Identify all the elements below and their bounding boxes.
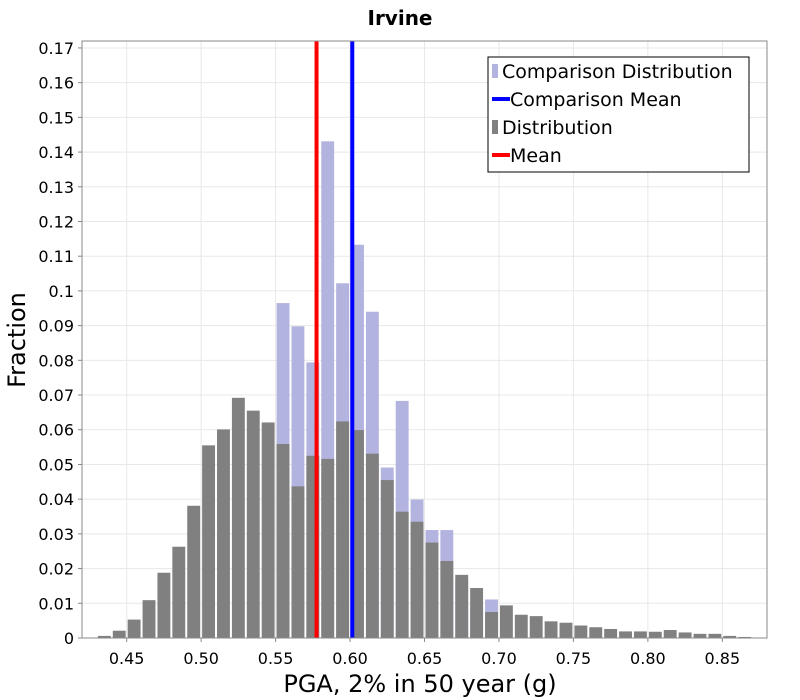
y-tick-label: 0.07 (38, 386, 74, 405)
y-tick-label: 0.02 (38, 560, 74, 579)
distribution-bar (678, 632, 692, 638)
x-tick-label: 0.50 (183, 649, 219, 668)
legend: Comparison Distribution Comparison Mean Di… (487, 56, 750, 173)
distribution-bar (97, 635, 111, 638)
distribution-bar (604, 628, 618, 638)
y-tick-label: 0.15 (38, 108, 74, 127)
legend-box (487, 56, 750, 173)
y-tick-label: 0.1 (49, 282, 74, 301)
distribution-bar (544, 621, 558, 638)
distribution-bar (663, 630, 677, 638)
distribution-bar (172, 546, 186, 638)
distribution-bar (291, 486, 305, 638)
legend-label: Comparison Distribution (502, 61, 733, 83)
y-tick-label: 0.16 (38, 74, 74, 93)
distribution-bar (261, 422, 275, 638)
x-tick-label: 0.70 (481, 649, 517, 668)
distribution-bar (693, 633, 707, 638)
y-tick-label: 0.03 (38, 525, 74, 544)
distribution-bar (514, 614, 528, 638)
distribution-bar (127, 619, 141, 638)
distribution-bar (440, 560, 454, 638)
distribution-bar (231, 397, 245, 638)
y-axis: 0 0.01 0.02 0.03 0.04 0.05 0.06 0.07 0.08 0.09 0.1… (38, 39, 82, 648)
y-tick-label: 0.13 (38, 178, 74, 197)
y-tick-label: 0.06 (38, 421, 74, 440)
distribution-bar (648, 631, 662, 638)
y-tick-label: 0.17 (38, 39, 74, 58)
y-tick-label: 0.08 (38, 351, 74, 370)
distribution-bar (395, 511, 409, 638)
chart-title: Irvine (368, 6, 433, 30)
distribution-bar (499, 605, 513, 638)
x-tick-label: 0.60 (332, 649, 368, 668)
x-tick-label: 0.80 (630, 649, 666, 668)
y-tick-label: 0.11 (38, 247, 74, 266)
distribution-bar (633, 631, 647, 638)
legend-swatch (492, 120, 498, 134)
x-tick-label: 0.75 (556, 649, 592, 668)
distribution-bar (589, 627, 603, 638)
y-tick-label: 0.09 (38, 317, 74, 336)
y-tick-label: 0 (64, 629, 74, 648)
distribution-bar (529, 616, 543, 638)
y-axis-title: Fraction (3, 292, 31, 388)
distribution-bars (97, 397, 752, 638)
y-tick-label: 0.01 (38, 594, 74, 613)
distribution-bar (187, 505, 201, 638)
distribution-bar (217, 429, 230, 638)
distribution-bar (142, 600, 156, 638)
distribution-bar (380, 480, 394, 638)
x-tick-label: 0.45 (109, 649, 145, 668)
distribution-bar (246, 410, 260, 638)
mean-lines (314, 41, 355, 638)
y-tick-label: 0.14 (38, 143, 74, 162)
distribution-bar (112, 630, 126, 638)
distribution-bar (574, 625, 588, 638)
x-tick-label: 0.65 (407, 649, 443, 668)
x-tick-label: 0.55 (258, 649, 294, 668)
distribution-bar (723, 635, 737, 638)
distribution-bar (455, 574, 469, 638)
distribution-bar (738, 636, 752, 638)
distribution-bar (365, 453, 379, 638)
distribution-bar (619, 631, 632, 638)
x-tick-label: 0.85 (705, 649, 741, 668)
distribution-bar (321, 458, 335, 638)
x-axis-title: PGA, 2% in 50 year (g) (283, 670, 556, 698)
x-axis: 0.45 0.50 0.55 0.60 0.65 0.70 0.75 0.80 0.85 (109, 638, 740, 668)
distribution-bar (708, 633, 722, 638)
distribution-bar (336, 421, 350, 638)
legend-label: Comparison Mean (510, 89, 682, 111)
y-tick-label: 0.05 (38, 455, 74, 474)
y-tick-label: 0.12 (38, 212, 74, 231)
distribution-bar (410, 521, 424, 638)
distribution-bar (425, 542, 439, 638)
distribution-bar (157, 572, 171, 638)
distribution-bar (559, 622, 573, 638)
y-tick-label: 0.04 (38, 490, 74, 509)
distribution-bar (485, 611, 498, 638)
legend-label: Distribution (502, 117, 613, 139)
legend-swatch (492, 64, 498, 78)
distribution-bar (202, 445, 216, 638)
distribution-bar (276, 443, 290, 638)
legend-label: Mean (510, 145, 562, 167)
distribution-bar (470, 588, 484, 638)
